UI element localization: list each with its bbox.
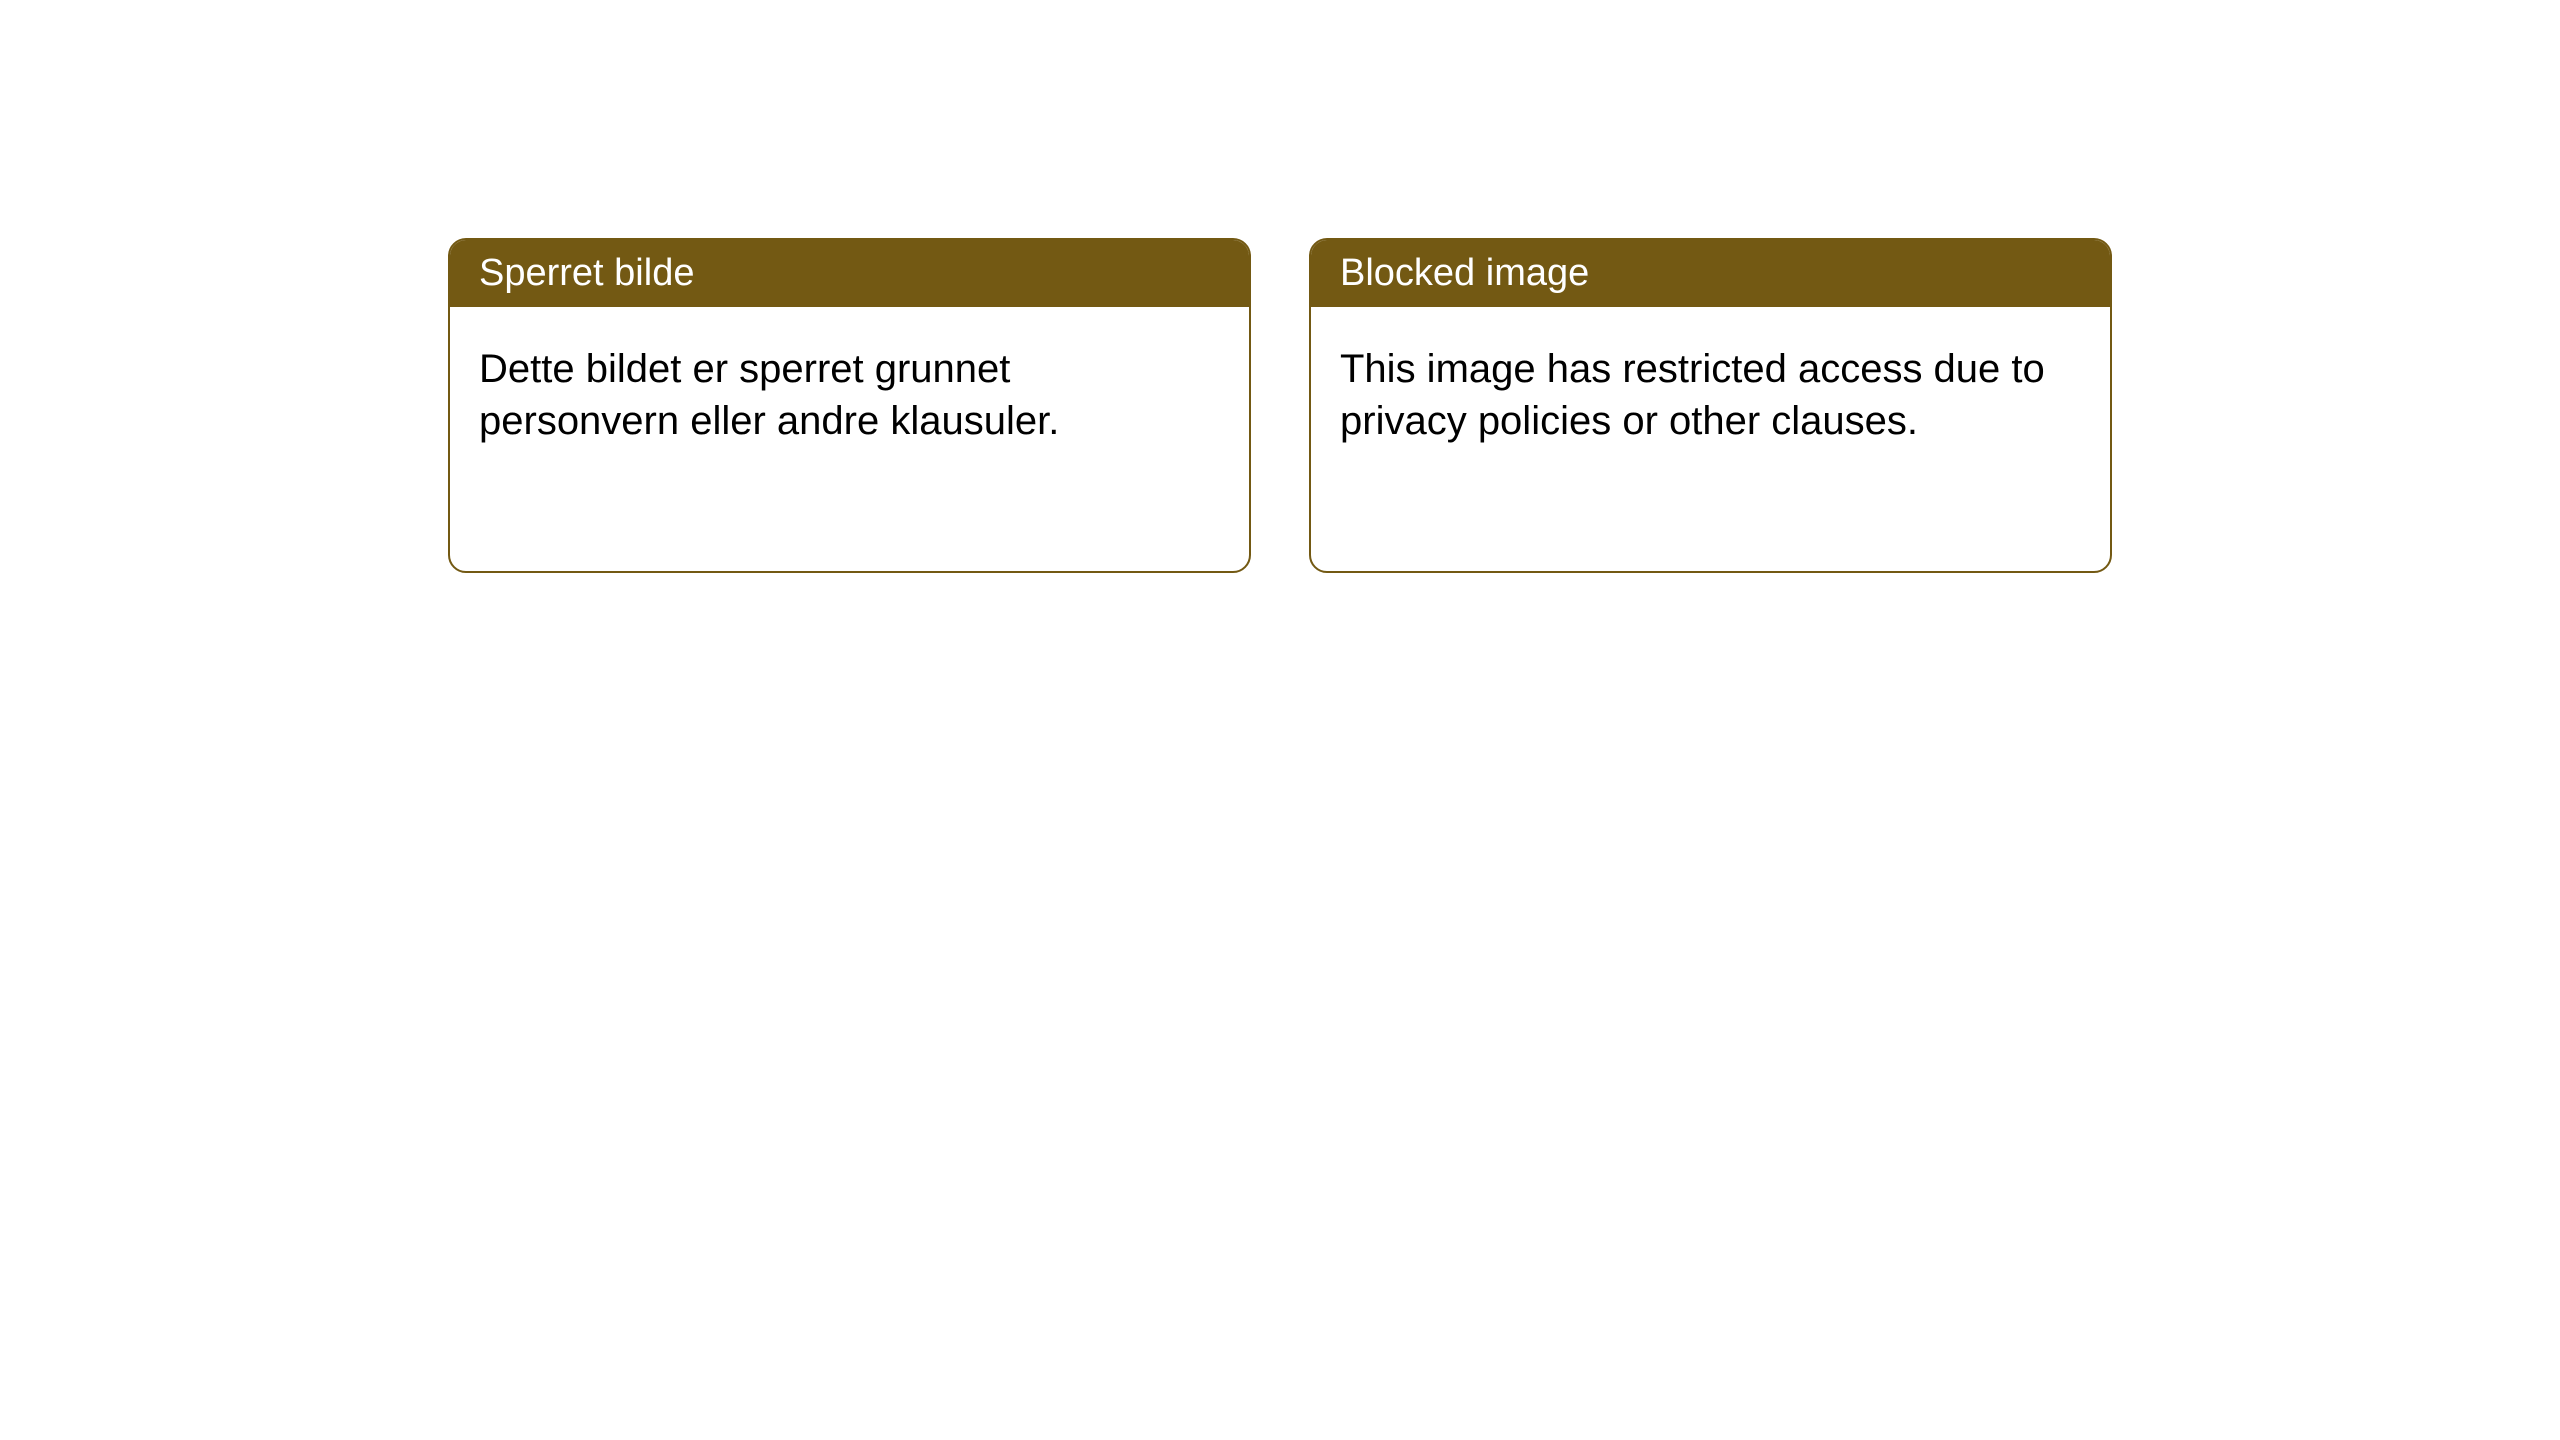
card-body: This image has restricted access due to … bbox=[1311, 307, 2110, 483]
card-body-text: Dette bildet er sperret grunnet personve… bbox=[479, 347, 1059, 443]
card-body-text: This image has restricted access due to … bbox=[1340, 347, 2045, 443]
card-header: Sperret bilde bbox=[450, 240, 1249, 307]
card-title: Sperret bilde bbox=[479, 252, 694, 294]
card-header: Blocked image bbox=[1311, 240, 2110, 307]
card-body: Dette bildet er sperret grunnet personve… bbox=[450, 307, 1249, 483]
card-title: Blocked image bbox=[1340, 252, 1589, 294]
notice-cards-container: Sperret bilde Dette bildet er sperret gr… bbox=[448, 238, 2560, 573]
notice-card-norwegian: Sperret bilde Dette bildet er sperret gr… bbox=[448, 238, 1251, 573]
notice-card-english: Blocked image This image has restricted … bbox=[1309, 238, 2112, 573]
